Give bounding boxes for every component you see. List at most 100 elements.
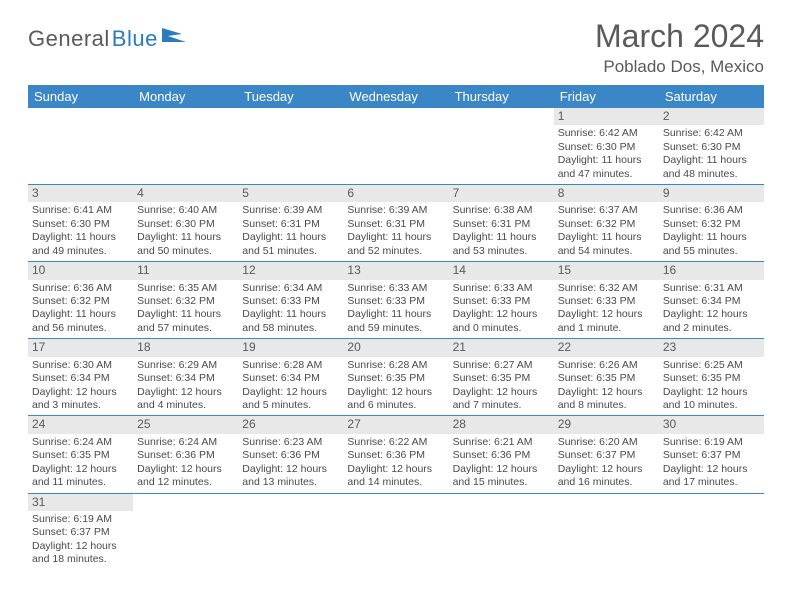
day-info-line: Sunset: 6:32 PM (558, 218, 655, 231)
calendar-table: Sunday Monday Tuesday Wednesday Thursday… (28, 85, 764, 570)
calendar-cell: 26Sunrise: 6:23 AMSunset: 6:36 PMDayligh… (238, 416, 343, 493)
day-number: 4 (133, 185, 238, 202)
day-info-line: Sunrise: 6:38 AM (453, 204, 550, 217)
day-info-line: and 49 minutes. (32, 245, 129, 258)
day-info-line: Daylight: 12 hours (347, 386, 444, 399)
day-info-line: and 50 minutes. (137, 245, 234, 258)
calendar-cell: 2Sunrise: 6:42 AMSunset: 6:30 PMDaylight… (659, 108, 764, 185)
day-number: 29 (554, 416, 659, 433)
day-info-line: Daylight: 12 hours (347, 463, 444, 476)
day-info-line: Sunrise: 6:28 AM (347, 359, 444, 372)
day-info-line: and 47 minutes. (558, 168, 655, 181)
calendar-cell (28, 108, 133, 185)
calendar-row: 31Sunrise: 6:19 AMSunset: 6:37 PMDayligh… (28, 493, 764, 570)
day-info-line: Daylight: 12 hours (453, 463, 550, 476)
day-info-line: Sunset: 6:34 PM (242, 372, 339, 385)
day-number: 12 (238, 262, 343, 279)
header: GeneralBlue March 2024 Poblado Dos, Mexi… (28, 18, 764, 77)
day-info-line: Sunset: 6:34 PM (137, 372, 234, 385)
day-info-line: and 59 minutes. (347, 322, 444, 335)
day-info-line: and 10 minutes. (663, 399, 760, 412)
day-number: 27 (343, 416, 448, 433)
day-info-line: and 52 minutes. (347, 245, 444, 258)
day-info-line: and 53 minutes. (453, 245, 550, 258)
col-wednesday: Wednesday (343, 85, 448, 108)
day-info-line: Sunrise: 6:32 AM (558, 282, 655, 295)
day-info-line: Sunset: 6:34 PM (663, 295, 760, 308)
header-row: Sunday Monday Tuesday Wednesday Thursday… (28, 85, 764, 108)
day-info-line: Daylight: 12 hours (242, 386, 339, 399)
day-info-line: Sunset: 6:36 PM (347, 449, 444, 462)
calendar-cell (343, 108, 448, 185)
calendar-cell: 4Sunrise: 6:40 AMSunset: 6:30 PMDaylight… (133, 185, 238, 262)
col-friday: Friday (554, 85, 659, 108)
day-info-line: Daylight: 12 hours (453, 308, 550, 321)
day-info-line: Sunrise: 6:41 AM (32, 204, 129, 217)
day-info-line: Sunrise: 6:39 AM (347, 204, 444, 217)
calendar-cell: 30Sunrise: 6:19 AMSunset: 6:37 PMDayligh… (659, 416, 764, 493)
day-info-line: Sunset: 6:33 PM (347, 295, 444, 308)
day-info-line: and 7 minutes. (453, 399, 550, 412)
day-info-line: Sunrise: 6:20 AM (558, 436, 655, 449)
day-info-line: Daylight: 11 hours (347, 308, 444, 321)
calendar-cell: 24Sunrise: 6:24 AMSunset: 6:35 PMDayligh… (28, 416, 133, 493)
day-info-line: Sunrise: 6:24 AM (137, 436, 234, 449)
day-info-line: Sunset: 6:36 PM (137, 449, 234, 462)
day-number: 19 (238, 339, 343, 356)
day-info-line: Sunrise: 6:34 AM (242, 282, 339, 295)
day-number: 6 (343, 185, 448, 202)
day-info-line: and 57 minutes. (137, 322, 234, 335)
day-info-line: Sunset: 6:33 PM (558, 295, 655, 308)
day-info-line: Daylight: 12 hours (558, 463, 655, 476)
day-info-line: and 48 minutes. (663, 168, 760, 181)
col-saturday: Saturday (659, 85, 764, 108)
day-info-line: Sunset: 6:37 PM (663, 449, 760, 462)
calendar-cell: 9Sunrise: 6:36 AMSunset: 6:32 PMDaylight… (659, 185, 764, 262)
day-info-line: Daylight: 11 hours (32, 308, 129, 321)
day-number: 8 (554, 185, 659, 202)
day-info-line: Sunset: 6:37 PM (558, 449, 655, 462)
day-info-line: Sunset: 6:35 PM (663, 372, 760, 385)
calendar-row: 10Sunrise: 6:36 AMSunset: 6:32 PMDayligh… (28, 262, 764, 339)
col-monday: Monday (133, 85, 238, 108)
calendar-cell (449, 493, 554, 570)
day-info-line: Sunrise: 6:26 AM (558, 359, 655, 372)
day-number: 7 (449, 185, 554, 202)
day-number: 26 (238, 416, 343, 433)
day-info-line: Sunrise: 6:33 AM (347, 282, 444, 295)
day-info-line: Daylight: 12 hours (663, 308, 760, 321)
calendar-cell (238, 108, 343, 185)
day-info-line: Sunrise: 6:33 AM (453, 282, 550, 295)
logo-blue: Blue (112, 26, 158, 52)
day-number: 1 (554, 108, 659, 125)
day-number: 15 (554, 262, 659, 279)
day-info-line: and 16 minutes. (558, 476, 655, 489)
calendar-cell (554, 493, 659, 570)
col-tuesday: Tuesday (238, 85, 343, 108)
calendar-cell: 15Sunrise: 6:32 AMSunset: 6:33 PMDayligh… (554, 262, 659, 339)
day-info-line: Sunset: 6:31 PM (453, 218, 550, 231)
day-info-line: and 14 minutes. (347, 476, 444, 489)
day-info-line: Sunset: 6:32 PM (32, 295, 129, 308)
calendar-cell: 18Sunrise: 6:29 AMSunset: 6:34 PMDayligh… (133, 339, 238, 416)
day-info-line: Daylight: 11 hours (558, 154, 655, 167)
day-number: 11 (133, 262, 238, 279)
day-number: 20 (343, 339, 448, 356)
day-number: 5 (238, 185, 343, 202)
day-info-line: Sunrise: 6:24 AM (32, 436, 129, 449)
day-info-line: and 6 minutes. (347, 399, 444, 412)
calendar-cell: 7Sunrise: 6:38 AMSunset: 6:31 PMDaylight… (449, 185, 554, 262)
day-info-line: Daylight: 11 hours (663, 231, 760, 244)
calendar-cell (238, 493, 343, 570)
day-info-line: Sunset: 6:37 PM (32, 526, 129, 539)
day-info-line: and 51 minutes. (242, 245, 339, 258)
day-number: 17 (28, 339, 133, 356)
day-info-line: Sunset: 6:36 PM (453, 449, 550, 462)
day-info-line: Sunrise: 6:40 AM (137, 204, 234, 217)
day-number: 31 (28, 494, 133, 511)
day-info-line: Daylight: 11 hours (663, 154, 760, 167)
day-number: 22 (554, 339, 659, 356)
day-info-line: Sunset: 6:31 PM (347, 218, 444, 231)
day-info-line: Sunset: 6:33 PM (453, 295, 550, 308)
day-info-line: Sunset: 6:34 PM (32, 372, 129, 385)
